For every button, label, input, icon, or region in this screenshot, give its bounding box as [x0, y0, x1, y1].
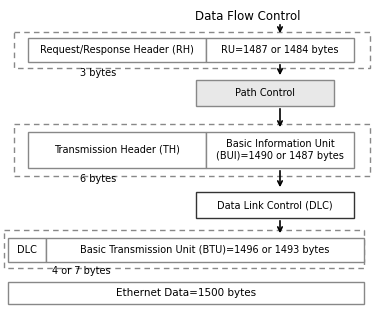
- Bar: [8, 238, 46, 262]
- Text: 4 or 7 bytes: 4 or 7 bytes: [52, 266, 111, 276]
- Text: Path Control: Path Control: [235, 88, 295, 98]
- Text: Transmission Header (TH): Transmission Header (TH): [54, 145, 180, 155]
- Bar: [4, 230, 364, 268]
- Text: DLC: DLC: [17, 245, 37, 255]
- Text: Request/Response Header (RH): Request/Response Header (RH): [40, 45, 194, 55]
- Bar: [14, 124, 370, 176]
- Text: Data Flow Control: Data Flow Control: [195, 10, 301, 23]
- Text: Data Link Control (DLC): Data Link Control (DLC): [217, 200, 333, 210]
- Text: Basic Transmission Unit (BTU)=1496 or 1493 bytes: Basic Transmission Unit (BTU)=1496 or 14…: [80, 245, 330, 255]
- Text: 6 bytes: 6 bytes: [80, 174, 116, 184]
- Bar: [196, 192, 354, 218]
- Bar: [8, 282, 364, 304]
- Bar: [206, 38, 354, 62]
- Text: 3 bytes: 3 bytes: [80, 68, 116, 78]
- Bar: [46, 238, 364, 262]
- Text: Basic Information Unit
(BUI)=1490 or 1487 bytes: Basic Information Unit (BUI)=1490 or 148…: [216, 139, 344, 161]
- Bar: [196, 80, 334, 106]
- Bar: [14, 32, 370, 68]
- Bar: [28, 132, 206, 168]
- Text: Ethernet Data=1500 bytes: Ethernet Data=1500 bytes: [116, 288, 256, 298]
- Bar: [28, 38, 206, 62]
- Bar: [206, 132, 354, 168]
- Text: RU=1487 or 1484 bytes: RU=1487 or 1484 bytes: [221, 45, 339, 55]
